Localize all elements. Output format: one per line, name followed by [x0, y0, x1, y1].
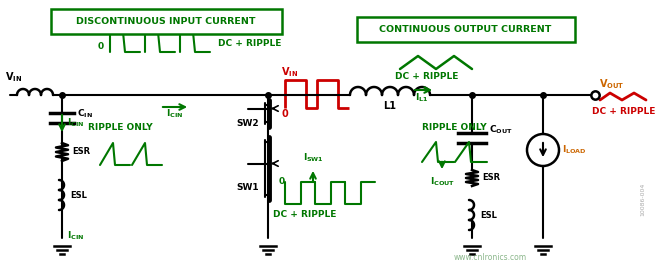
Text: 0: 0 [279, 177, 285, 186]
Text: RIPPLE ONLY: RIPPLE ONLY [422, 123, 487, 132]
FancyBboxPatch shape [51, 8, 282, 33]
Text: DC + RIPPLE: DC + RIPPLE [273, 210, 337, 219]
Text: 0: 0 [281, 109, 288, 119]
Text: ESL: ESL [70, 191, 87, 200]
Text: ESR: ESR [482, 174, 500, 183]
Text: DISCONTINUOUS INPUT CURRENT: DISCONTINUOUS INPUT CURRENT [76, 16, 256, 25]
Text: ESR: ESR [72, 147, 90, 157]
Text: ESL: ESL [480, 211, 497, 220]
Text: CONTINUOUS OUTPUT CURRENT: CONTINUOUS OUTPUT CURRENT [379, 25, 551, 33]
Text: SW2: SW2 [236, 120, 259, 129]
Text: www.cnlronics.com: www.cnlronics.com [453, 253, 526, 262]
Text: $\mathbf{I_{CIN}}$: $\mathbf{I_{CIN}}$ [67, 230, 84, 242]
Text: 10086-004: 10086-004 [640, 183, 645, 216]
Text: $\mathbf{V_{IN}}$: $\mathbf{V_{IN}}$ [5, 70, 22, 84]
Text: 0: 0 [98, 42, 104, 51]
Text: DC + RIPPLE: DC + RIPPLE [592, 107, 655, 116]
Text: DC + RIPPLE: DC + RIPPLE [395, 72, 459, 81]
Text: L1: L1 [384, 101, 397, 111]
Text: RIPPLE ONLY: RIPPLE ONLY [88, 123, 153, 132]
Text: $\mathbf{I_{L1}}$: $\mathbf{I_{L1}}$ [415, 91, 429, 103]
Text: $\mathbf{I_{LOAD}}$: $\mathbf{I_{LOAD}}$ [562, 144, 587, 156]
Text: $\mathbf{C_{OUT}}$: $\mathbf{C_{OUT}}$ [489, 124, 513, 137]
Text: DC + RIPPLE: DC + RIPPLE [218, 39, 282, 49]
Text: $\mathbf{I_{CIN}}$: $\mathbf{I_{CIN}}$ [166, 108, 184, 120]
Text: $\mathbf{I_{CIN}}$: $\mathbf{I_{CIN}}$ [67, 117, 84, 129]
Text: $\mathbf{V_{IN}}$: $\mathbf{V_{IN}}$ [281, 65, 298, 79]
Text: $\mathbf{I_{SW1}}$: $\mathbf{I_{SW1}}$ [303, 152, 324, 164]
FancyBboxPatch shape [357, 16, 574, 42]
Text: SW1: SW1 [236, 183, 259, 191]
Text: $\mathbf{V_{OUT}}$: $\mathbf{V_{OUT}}$ [599, 77, 624, 91]
Text: $\mathbf{I_{COUT}}$: $\mathbf{I_{COUT}}$ [430, 175, 455, 187]
Text: $\mathbf{C_{IN}}$: $\mathbf{C_{IN}}$ [77, 108, 93, 120]
